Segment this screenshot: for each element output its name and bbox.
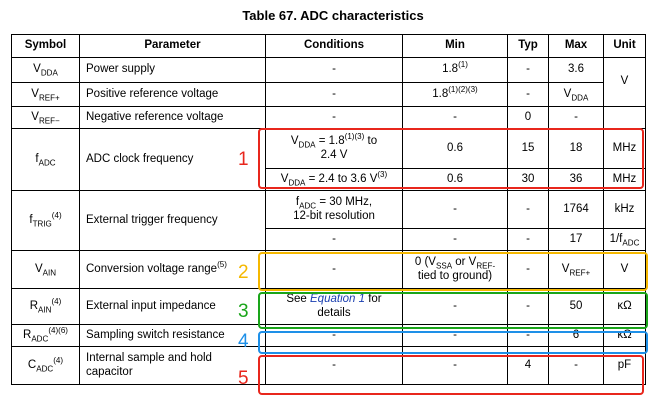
table-row: fTRIG(4) External trigger frequency fADC… [11, 190, 646, 251]
header-symbol: Symbol [11, 34, 80, 58]
max-cell: VDDA [548, 82, 604, 107]
max-cell: 17 [548, 228, 604, 251]
adc-characteristics-table: Symbol Parameter Conditions Min Typ Max … [11, 34, 646, 385]
min-cell: - [402, 190, 508, 229]
table-row: VAIN Conversion voltage range(5) - 0 (VS… [11, 250, 646, 289]
highlight-box-4 [258, 331, 648, 354]
unit-cell [603, 106, 646, 129]
table-row: RADC(4)(6) Sampling switch resistance - … [11, 324, 646, 347]
symbol-cell: RADC(4)(6) [11, 324, 80, 347]
table-row: VREF+ Positive reference voltage - 1.8(1… [11, 82, 646, 107]
equation-link[interactable]: Equation 1 [310, 293, 366, 306]
conditions-cell: - [265, 106, 403, 129]
parameter-cell: ADC clock frequency [79, 128, 266, 191]
unit-cell: kHz [603, 190, 646, 229]
annotation-number-4: 4 [238, 331, 249, 352]
symbol-cell: fADC [11, 128, 80, 191]
parameter-cell: External input impedance [79, 288, 266, 325]
annotation-number-1: 1 [238, 149, 249, 170]
annotation-number-3: 3 [238, 301, 249, 322]
symbol-cell: VDDA [11, 57, 80, 83]
conditions-cell: VDDA = 2.4 to 3.6 V(3) [265, 168, 403, 191]
symbol-cell: VAIN [11, 250, 80, 289]
max-cell: - [548, 106, 604, 129]
highlight-box-5 [258, 355, 644, 395]
max-cell: 1764 [548, 190, 604, 229]
highlight-box-2 [258, 252, 648, 291]
min-cell: - [402, 228, 508, 251]
annotation-number-5: 5 [238, 368, 249, 389]
conditions-cell: fADC = 30 MHz, 12-bit resolution [265, 190, 403, 229]
conditions-cell: VDDA = 1.8(1)(3) to 2.4 V [265, 128, 403, 169]
max-cell: 3.6 [548, 57, 604, 83]
typ-cell: - [507, 57, 549, 83]
table-row: VDDA = 2.4 to 3.6 V(3) 0.6 30 36 MHz [12, 168, 646, 191]
highlight-box-3 [258, 292, 648, 329]
parameter-cell: Internal sample and hold capacitor [79, 346, 266, 385]
parameter-cell: Sampling switch resistance [79, 324, 266, 347]
table-row: fADC ADC clock frequency VDDA = 1.8(1)(3… [11, 128, 646, 191]
symbol-cell: CADC(4) [11, 346, 80, 385]
min-cell: - [402, 288, 508, 325]
symbol-cell: VREF− [11, 106, 80, 129]
highlight-box-1 [258, 128, 644, 189]
min-cell: - [402, 106, 508, 129]
symbol-cell: VREF+ [11, 82, 80, 107]
conditions-cell: - [265, 82, 403, 107]
conditions-cell: - [265, 57, 403, 83]
header-parameter: Parameter [79, 34, 266, 58]
symbol-cell: fTRIG(4) [11, 190, 80, 251]
conditions-cell: - [265, 228, 403, 251]
parameter-cell: Positive reference voltage [79, 82, 266, 107]
conditions-cell: See Equation 1 for details [265, 288, 403, 325]
table-row: RAIN(4) External input impedance See Equ… [11, 288, 646, 325]
parameter-cell: External trigger frequency [79, 190, 266, 251]
parameter-cell: Negative reference voltage [79, 106, 266, 129]
annotation-number-2: 2 [238, 262, 249, 283]
header-typ: Typ [507, 34, 549, 58]
typ-cell: 0 [507, 106, 549, 129]
table-row: VREF− Negative reference voltage - - 0 - [11, 106, 646, 129]
min-cell: 0 (VSSA or VREF-tied to ground) [402, 250, 508, 289]
unit-cell: 1/fADC [603, 228, 646, 251]
table-row: VDDA Power supply - 1.8(1) - 3.6 V [11, 57, 646, 107]
min-cell: 1.8(1)(2)(3) [402, 82, 508, 107]
header-conditions: Conditions [265, 34, 403, 58]
typ-cell: - [507, 190, 549, 229]
header-unit: Unit [603, 34, 646, 58]
min-cell: 1.8(1) [402, 57, 508, 83]
symbol-cell: RAIN(4) [11, 288, 80, 325]
unit-cell: MHz [603, 168, 646, 191]
typ-cell: - [507, 82, 549, 107]
header-row: Symbol Parameter Conditions Min Typ Max … [11, 34, 646, 58]
unit-cell: V [603, 57, 646, 107]
header-max: Max [548, 34, 604, 58]
parameter-cell: Conversion voltage range(5) [79, 250, 266, 289]
header-min: Min [402, 34, 508, 58]
parameter-cell: Power supply [79, 57, 266, 83]
typ-cell: - [507, 228, 549, 251]
table-title: Table 67. ADC characteristics [242, 8, 424, 23]
